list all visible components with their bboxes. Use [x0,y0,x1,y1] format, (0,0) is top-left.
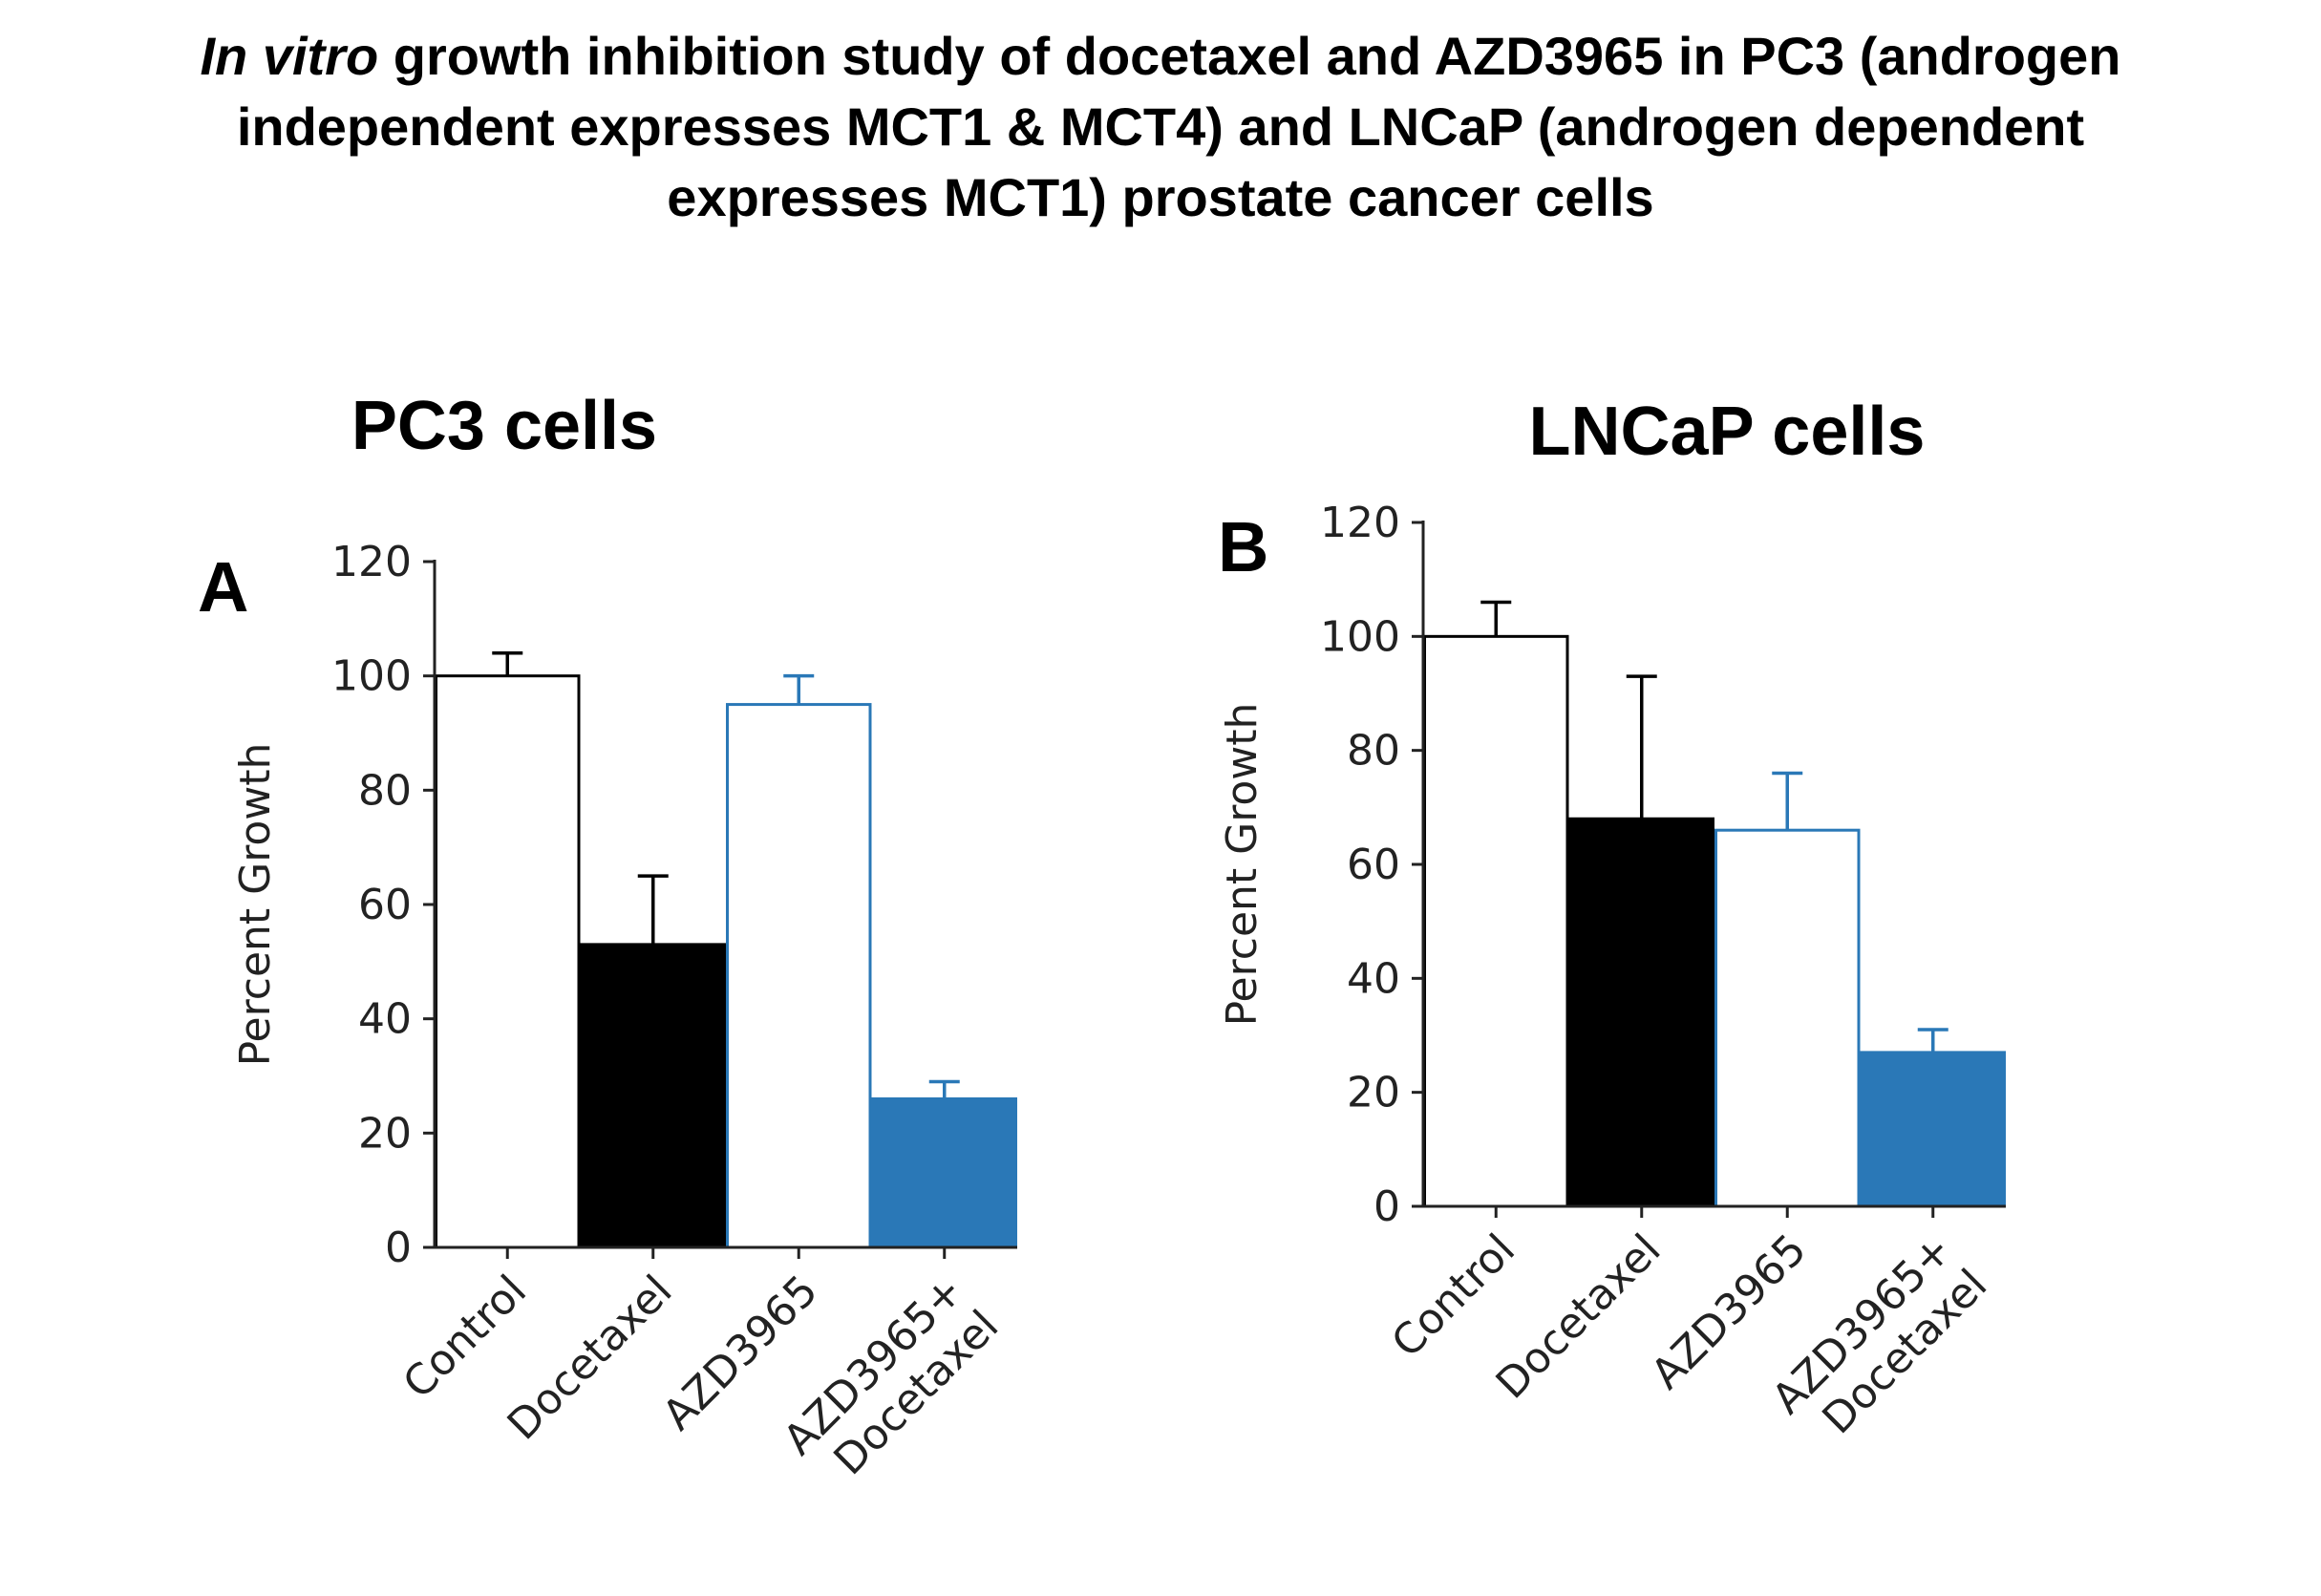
y-axis-label: Percent Growth [1218,703,1267,1027]
y-tick-label: 20 [358,1109,412,1158]
panel-a-pc3: PC3 cells A Percent Growth 0 20 40 60 80 100 120 C… [198,388,1017,1484]
y-tick-label: 120 [331,538,412,586]
bar [580,943,726,1249]
bar [1860,1051,2006,1208]
figure-title-line-2: independent expresses MCT1 & MCT4) and L… [236,96,2085,157]
y-tick-label: 80 [358,766,412,815]
y-tick-label: 20 [1347,1069,1400,1117]
panel-b-lncap: LNCaP cells B Percent Growth 0 20 40 60 80 100 12… [1218,394,2006,1443]
panel-letter: A [198,547,248,627]
bar [435,674,581,1249]
y-tick-label: 100 [331,652,412,701]
panel-title: LNCaP cells [1529,394,1926,470]
panel-title: PC3 cells [351,388,657,464]
x-tick-label: Control [394,1266,536,1409]
bar [1423,634,1569,1208]
y-tick-label: 0 [1373,1182,1400,1231]
panel-letter: B [1218,507,1268,586]
bar [1568,817,1714,1208]
figure-title-line-1-rest: growth inhibition study of docetaxel and… [393,26,2121,86]
bar [1714,828,1861,1208]
y-tick-label: 100 [1320,612,1400,661]
y-tick-label: 80 [1347,727,1400,776]
x-tick-label: Control [1382,1225,1524,1368]
y-axis-label: Percent Growth [231,743,280,1067]
y-tick-label: 60 [1347,841,1400,889]
figure-title-line-1: In vitro growth inhibition study of doce… [0,21,2321,92]
y-tick-label: 120 [1320,499,1400,547]
bar [871,1096,1017,1249]
figure-title-line-3: expresses MCT1) prostate cancer cells [667,167,1654,227]
figure-title-italic: In vitro [200,26,379,86]
y-tick-label: 60 [358,881,412,929]
x-tick-label-line: Control [394,1266,536,1409]
y-tick-label: 40 [358,995,412,1044]
y-tick-label: 40 [1347,954,1400,1003]
figure-title: In vitro growth inhibition study of doce… [0,21,2321,233]
bar [726,703,872,1249]
x-tick-label-line: Control [1382,1225,1524,1368]
y-tick-label: 0 [385,1224,412,1272]
